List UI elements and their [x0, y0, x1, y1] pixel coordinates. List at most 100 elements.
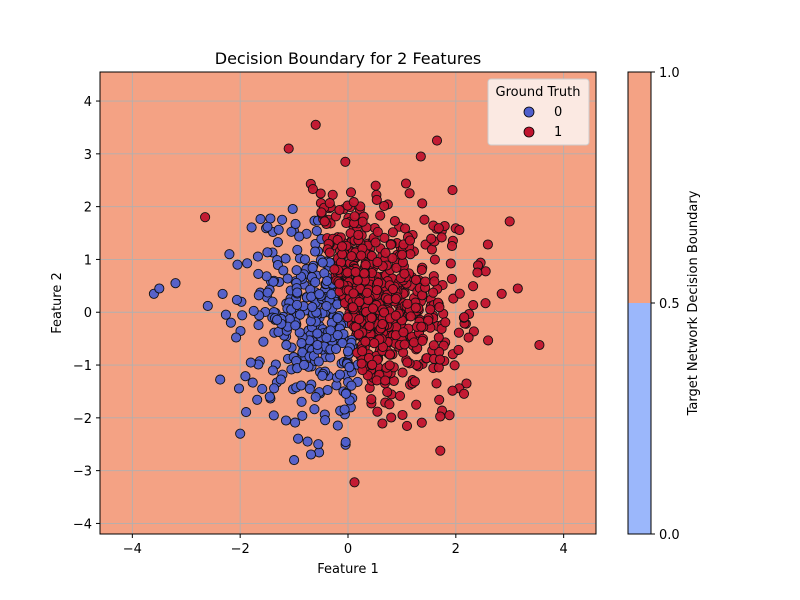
point-class-1: [415, 151, 426, 162]
point-class-1: [380, 375, 391, 386]
y-tick-label: 1: [84, 253, 92, 268]
point-class-1: [347, 302, 358, 313]
point-class-1: [512, 283, 523, 294]
point-class-0: [317, 370, 328, 381]
point-class-1: [428, 340, 439, 351]
point-class-0: [282, 273, 293, 284]
point-class-1: [416, 321, 427, 332]
point-class-1: [379, 232, 390, 243]
point-class-1: [463, 332, 474, 343]
point-class-0: [332, 420, 343, 431]
point-class-1: [454, 288, 465, 299]
point-class-0: [267, 365, 278, 376]
point-class-1: [397, 367, 408, 378]
point-class-1: [400, 223, 411, 234]
point-class-1: [324, 247, 335, 258]
point-class-0: [320, 415, 331, 426]
point-class-1: [353, 229, 364, 240]
point-class-1: [372, 226, 383, 237]
point-class-0: [292, 287, 303, 298]
point-class-1: [319, 216, 330, 227]
point-class-1: [359, 268, 370, 279]
point-class-1: [342, 312, 353, 323]
point-class-1: [480, 298, 491, 309]
point-class-0: [275, 374, 286, 385]
point-class-0: [340, 437, 351, 448]
point-class-1: [307, 184, 318, 195]
point-class-0: [313, 439, 324, 450]
point-class-1: [416, 417, 427, 428]
point-class-1: [382, 386, 393, 398]
point-class-1: [200, 212, 211, 223]
point-class-1: [416, 264, 427, 276]
point-class-1: [387, 253, 398, 264]
legend-marker-class-1: [523, 126, 535, 138]
point-class-1: [440, 317, 451, 328]
point-class-1: [386, 412, 397, 423]
point-class-1: [534, 339, 545, 351]
y-tick-label: 2: [84, 201, 92, 216]
point-class-0: [321, 275, 333, 287]
point-class-1: [410, 302, 421, 313]
x-tick-label: 2: [452, 542, 460, 557]
point-class-1: [444, 410, 455, 421]
point-class-1: [410, 274, 422, 285]
point-class-1: [390, 310, 401, 321]
y-tick-label: 4: [84, 95, 92, 110]
point-class-1: [369, 338, 380, 349]
point-class-1: [350, 267, 361, 278]
point-class-0: [292, 244, 303, 255]
point-class-0: [269, 383, 280, 394]
point-class-1: [399, 268, 410, 279]
point-class-0: [289, 455, 300, 466]
colorbar-low-segment: [628, 303, 651, 534]
point-class-1: [402, 357, 413, 368]
point-class-0: [332, 313, 343, 324]
point-class-0: [340, 388, 351, 399]
point-class-1: [389, 215, 400, 227]
point-class-1: [434, 302, 445, 313]
point-class-0: [296, 338, 307, 349]
point-class-1: [446, 240, 458, 252]
point-class-1: [357, 346, 368, 357]
point-class-1: [453, 327, 464, 338]
point-class-0: [344, 362, 355, 373]
point-class-1: [429, 254, 440, 265]
point-class-1: [420, 276, 431, 287]
point-class-1: [447, 385, 458, 396]
point-class-1: [404, 235, 416, 246]
point-class-1: [360, 336, 371, 347]
point-class-1: [401, 420, 413, 431]
point-class-0: [342, 346, 353, 357]
point-class-0: [332, 330, 343, 341]
point-class-1: [334, 278, 345, 289]
point-class-0: [310, 277, 321, 288]
point-class-0: [220, 309, 231, 320]
point-class-0: [170, 278, 181, 289]
point-class-0: [268, 410, 279, 421]
point-class-0: [252, 251, 263, 262]
point-class-1: [366, 394, 377, 405]
point-class-0: [307, 262, 318, 274]
point-class-1: [425, 304, 436, 315]
point-class-1: [378, 307, 390, 318]
point-class-1: [431, 378, 442, 389]
legend-label-class-0: 0: [554, 105, 562, 120]
point-class-1: [434, 354, 446, 365]
point-class-1: [397, 409, 408, 421]
point-class-0: [231, 332, 242, 343]
point-class-1: [428, 287, 439, 298]
colorbar-tick-label: 0.5: [659, 297, 680, 312]
point-class-0: [237, 310, 248, 321]
colorbar-label: Target Network Decision Boundary: [686, 190, 701, 416]
point-class-1: [405, 249, 416, 260]
point-class-1: [283, 143, 294, 154]
point-class-1: [482, 239, 493, 250]
point-class-0: [241, 407, 252, 418]
point-class-0: [334, 369, 346, 380]
point-class-1: [316, 207, 327, 218]
point-class-1: [445, 258, 456, 269]
point-class-0: [273, 224, 284, 235]
point-class-1: [353, 329, 364, 340]
point-class-0: [265, 213, 276, 224]
